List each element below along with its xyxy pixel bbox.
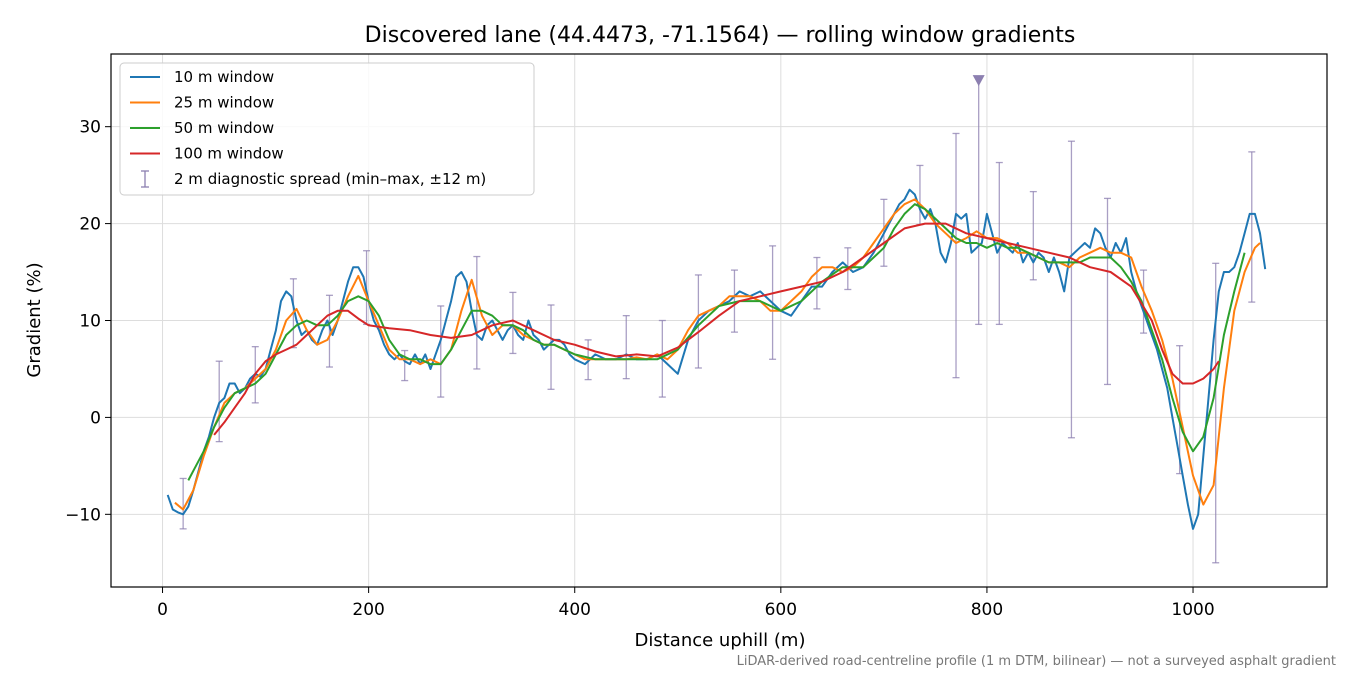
- legend-label: 10 m window: [174, 68, 274, 86]
- x-axis-ticks: 0 200 400 600 800 1000: [157, 587, 1215, 620]
- legend-label: 25 m window: [174, 94, 274, 112]
- y-tick-label: −10: [65, 505, 101, 525]
- legend-label: 100 m window: [174, 145, 284, 163]
- peak-marker: [972, 75, 985, 87]
- y-axis-label: Gradient (%): [24, 262, 45, 377]
- legend-box: [119, 62, 535, 196]
- y-axis-ticks: −10 0 10 20 30: [65, 118, 111, 525]
- series-lines: [166, 188, 1267, 530]
- spread-bar: [473, 255, 481, 370]
- y-tick-label: 30: [79, 118, 101, 138]
- y-tick-label: 0: [90, 408, 101, 428]
- y-tick-label: 10: [79, 312, 101, 332]
- x-tick-label: 800: [971, 600, 1003, 620]
- series-line-3: [187, 203, 1246, 481]
- spread-bar: [179, 477, 187, 530]
- spread-bar: [952, 132, 960, 379]
- spread-bar: [325, 294, 333, 368]
- x-tick-label: 200: [352, 600, 384, 620]
- legend-spread-swatch: [141, 170, 149, 188]
- spread-bar: [730, 269, 738, 333]
- footnote: LiDAR-derived road-centreline profile (1…: [737, 654, 1336, 669]
- x-tick-label: 600: [765, 600, 797, 620]
- y-tick-label: 20: [79, 215, 101, 235]
- triangle-down-icon: [972, 75, 985, 87]
- spread-bar: [1029, 190, 1037, 281]
- x-tick-label: 1000: [1171, 600, 1214, 620]
- x-axis-label: Distance uphill (m): [635, 630, 806, 651]
- spread-bar: [622, 315, 630, 380]
- legend-label: 50 m window: [174, 119, 274, 137]
- spread-bar: [547, 304, 555, 390]
- spread-bar: [401, 349, 409, 382]
- legend-label: 2 m diagnostic spread (min–max, ±12 m): [174, 170, 486, 188]
- diagnostic-spread-bars: [179, 77, 1256, 564]
- spread-bar: [1248, 151, 1256, 303]
- spread-bar: [437, 305, 445, 398]
- chart-title: Discovered lane (44.4473, -71.1564) — ro…: [365, 23, 1076, 48]
- plot-frame: [110, 53, 1328, 588]
- legend: 10 m window 25 m window 50 m window 100 m w…: [119, 62, 535, 196]
- spread-bar: [509, 291, 517, 355]
- x-tick-label: 0: [157, 600, 168, 620]
- x-tick-label: 400: [559, 600, 591, 620]
- spread-bar: [1140, 269, 1148, 334]
- series-line-4: [213, 222, 1220, 436]
- spread-bar: [1104, 197, 1112, 386]
- spread-bar: [1067, 140, 1075, 439]
